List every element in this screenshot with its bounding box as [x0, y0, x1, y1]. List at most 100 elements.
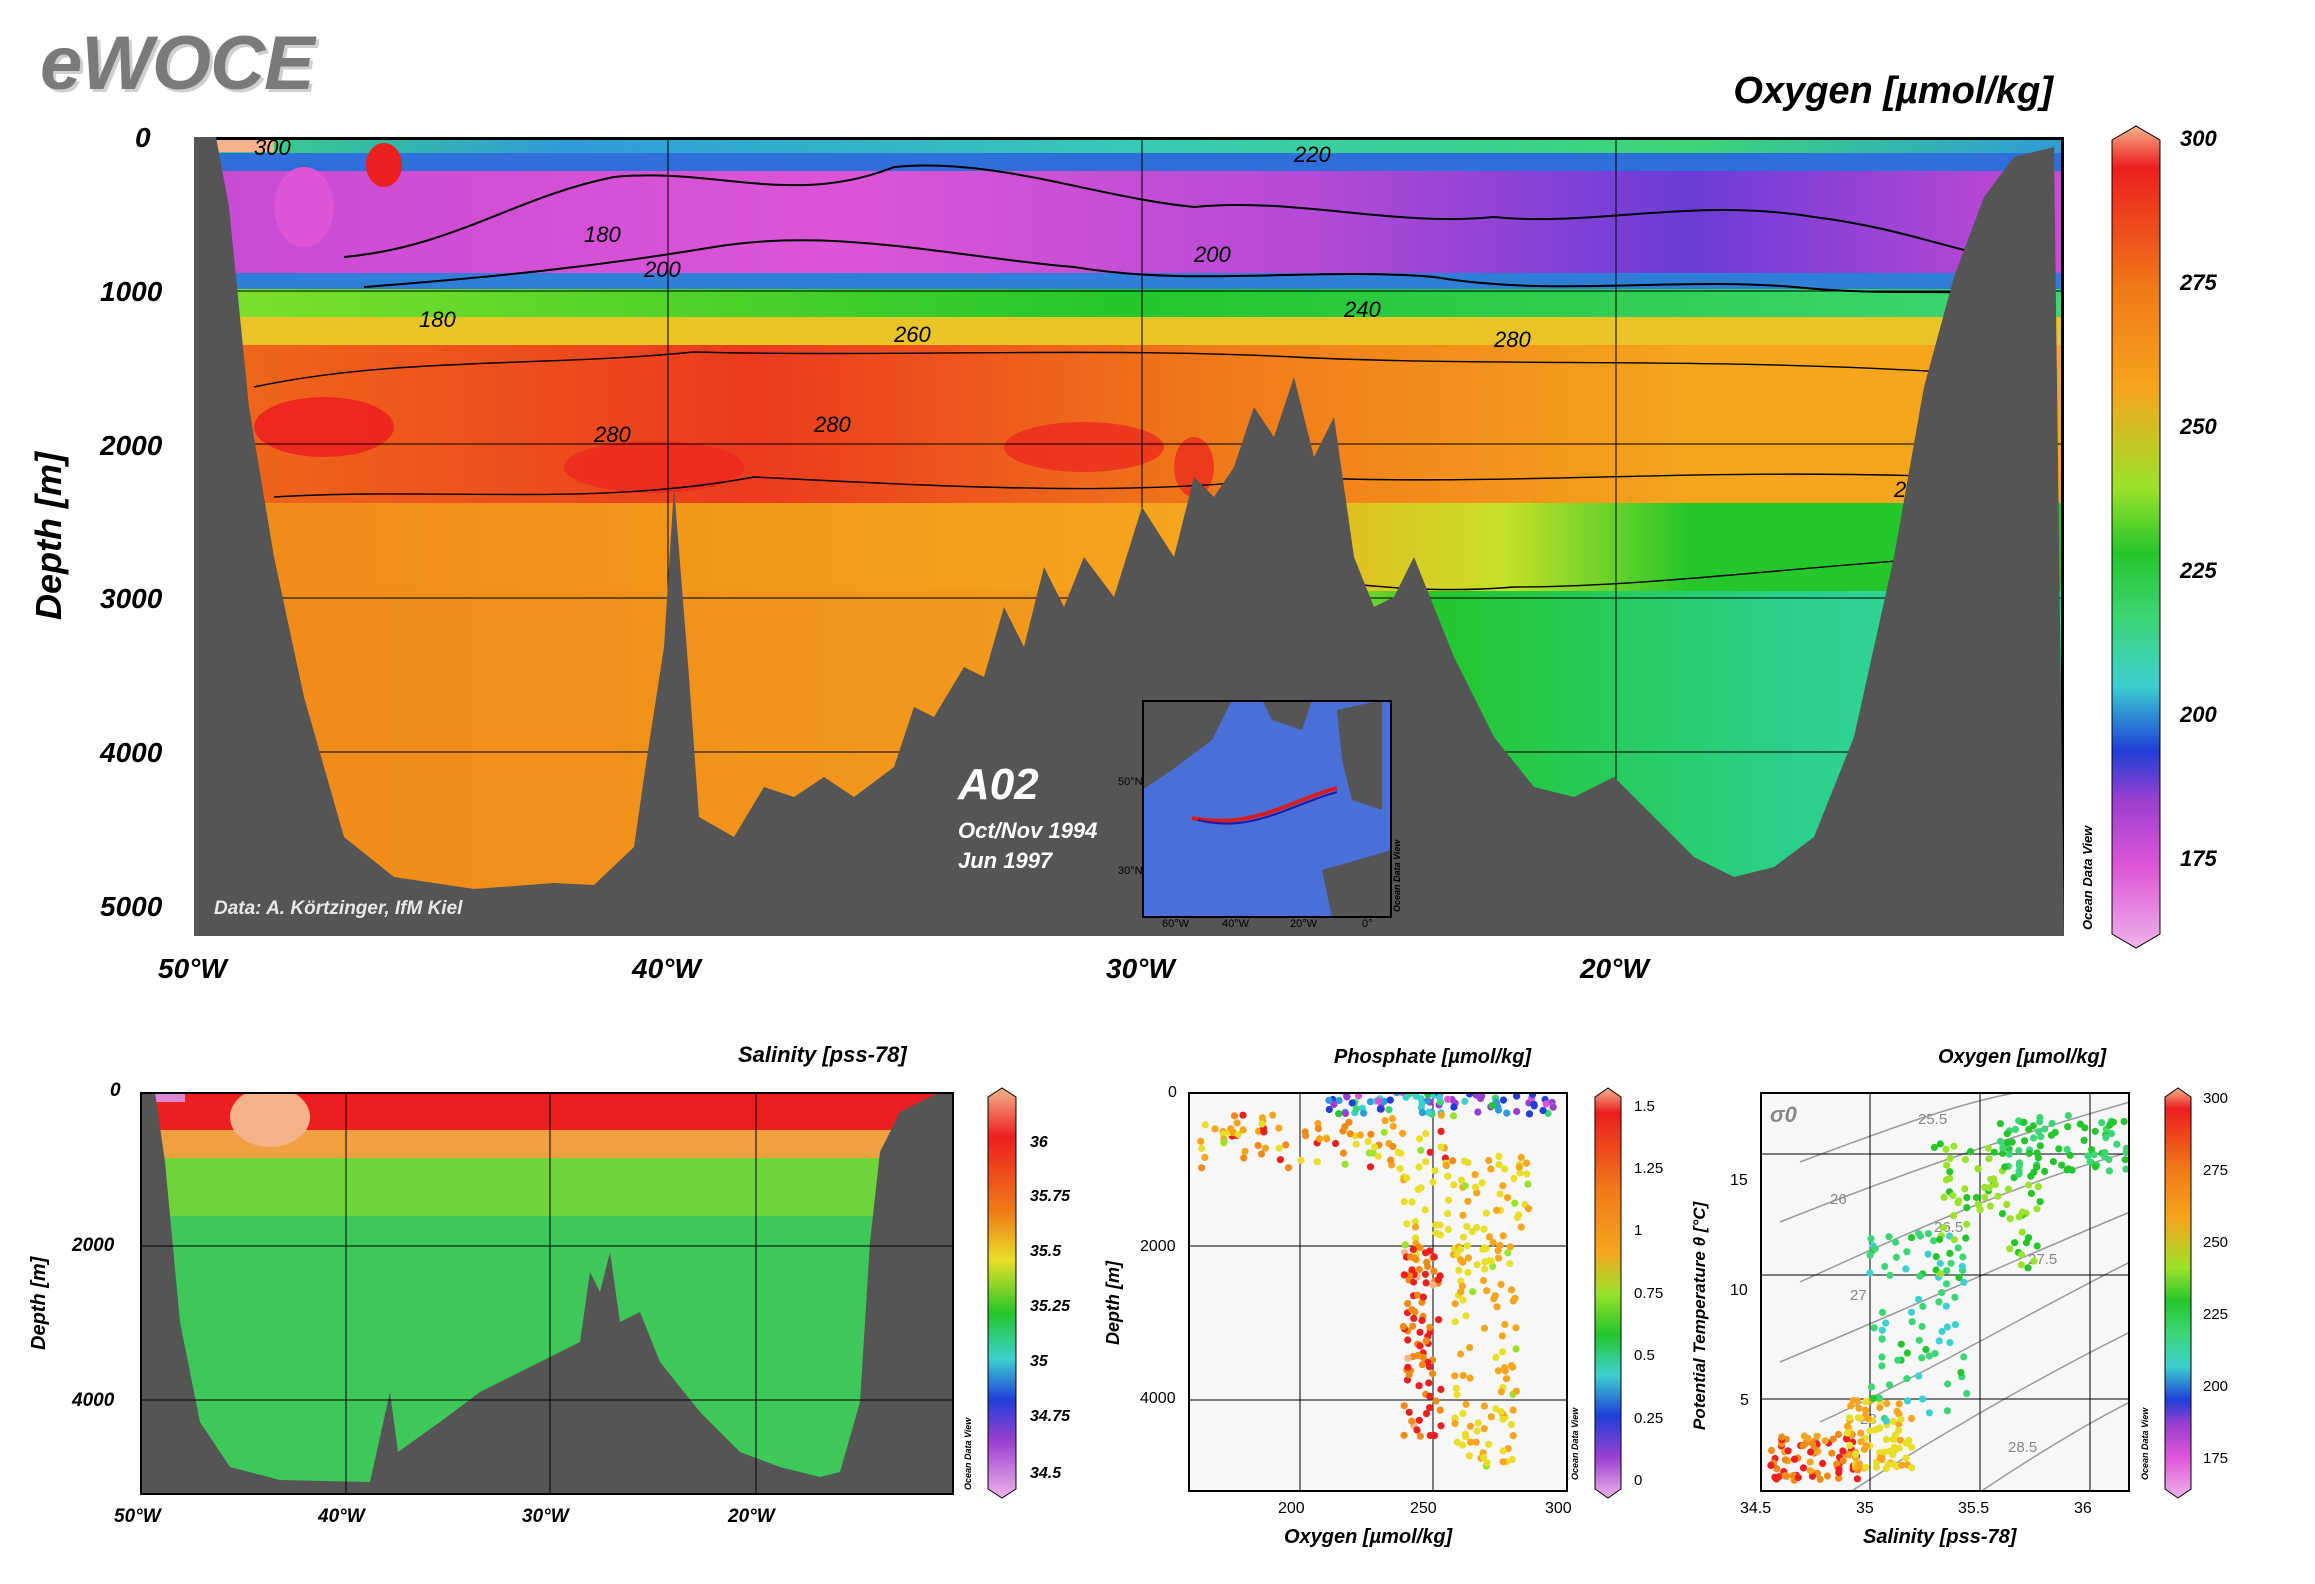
ts-ytick: 15: [1730, 1172, 1748, 1189]
ts-point: [1943, 1323, 1951, 1331]
phosphate-point: [1506, 1243, 1514, 1251]
phosphate-xtick: 300: [1545, 1500, 1572, 1517]
salinity-cbtick: 34.5: [1030, 1465, 1062, 1482]
ts-point: [2041, 1167, 2049, 1175]
phosphate-point: [1489, 1239, 1497, 1247]
ts-point: [1813, 1432, 1821, 1440]
cruise-date: Oct/Nov 1994: [958, 818, 1098, 843]
ts-point: [2047, 1131, 2055, 1139]
ts-point: [2018, 1208, 2027, 1216]
ts-point: [1961, 1156, 1970, 1164]
phosphate-point: [1497, 1388, 1505, 1396]
phosphate-point: [1429, 1178, 1437, 1186]
salinity-cbtick: 35.75: [1030, 1188, 1071, 1205]
ts-point: [2030, 1257, 2038, 1265]
phosphate-point: [1509, 1406, 1517, 1414]
ts-colorbar: [2164, 1087, 2192, 1499]
phosphate-point: [1366, 1163, 1375, 1171]
salinity-ytick: 4000: [72, 1390, 115, 1411]
salinity-ylabel: Depth [m]: [28, 1256, 50, 1350]
section-ytick: 5000: [100, 891, 163, 922]
phosphate-point: [1394, 1148, 1402, 1156]
phosphate-point: [1509, 1297, 1517, 1305]
phosphate-point: [1233, 1119, 1241, 1127]
phosphate-point: [1408, 1417, 1416, 1425]
ts-point: [2015, 1167, 2023, 1175]
inset-map: [1142, 700, 1392, 918]
phosphate-point: [1523, 1170, 1531, 1178]
phosphate-point: [1457, 1288, 1465, 1296]
ts-point: [1864, 1415, 1872, 1423]
ts-point: [1987, 1175, 1995, 1183]
ts-point: [1936, 1270, 1945, 1278]
phosphate-point: [1513, 1213, 1522, 1222]
phosphate-point: [1492, 1353, 1500, 1361]
phosphate-point: [1480, 1425, 1488, 1433]
phosphate-point: [1325, 1096, 1333, 1104]
cruise-date: Jun 1997: [958, 848, 1053, 873]
ts-point: [1950, 1142, 1958, 1150]
ts-point: [1835, 1474, 1843, 1482]
ts-point: [1816, 1475, 1824, 1483]
ts-xtick: 36: [2074, 1500, 2092, 1517]
ts-cbtick: 300: [2203, 1090, 2229, 1107]
phosphate-point: [1524, 1205, 1533, 1213]
ts-point: [2034, 1154, 2042, 1162]
ts-point: [1991, 1180, 1999, 1189]
phosphate-point: [1512, 1387, 1520, 1395]
phosphate-point: [1424, 1262, 1432, 1271]
ts-point: [1972, 1193, 1980, 1202]
phosphate-point: [1389, 1122, 1397, 1130]
ts-point: [1869, 1394, 1877, 1402]
ts-point: [2020, 1118, 2028, 1126]
phosphate-point: [1513, 1107, 1521, 1116]
phosphate-cbtick: 1.25: [1634, 1160, 1664, 1177]
phosphate-point: [1487, 1165, 1495, 1173]
ts-point: [1943, 1161, 1951, 1169]
inset-odv-label: Ocean Data View: [1392, 839, 1402, 912]
phosphate-point: [1473, 1189, 1481, 1197]
ts-point: [2121, 1156, 2129, 1164]
phosphate-point: [1380, 1128, 1388, 1136]
ts-point: [1963, 1204, 1971, 1212]
ts-point: [1943, 1407, 1951, 1415]
ts-point: [1951, 1293, 1959, 1301]
ts-point: [1942, 1145, 1950, 1153]
ts-point: [1996, 1137, 2005, 1145]
ts-point: [1981, 1193, 1989, 1201]
ts-point: [1885, 1233, 1893, 1241]
ts-point: [1924, 1230, 1932, 1238]
phosphate-point: [1498, 1332, 1506, 1340]
phosphate-point: [1474, 1419, 1482, 1427]
ts-point: [1950, 1212, 1958, 1220]
phosphate-point: [1460, 1233, 1468, 1241]
phosphate-point: [1436, 1406, 1444, 1414]
ts-point: [1951, 1321, 1959, 1329]
ts-point: [2033, 1205, 2041, 1213]
phosphate-point: [1387, 1156, 1395, 1164]
phosphate-point: [1432, 1229, 1440, 1237]
ts-point: [2041, 1125, 2049, 1133]
ts-ytick: 5: [1740, 1392, 1749, 1409]
contour-label-280: 280: [813, 412, 851, 437]
phosphate-point: [1479, 1276, 1488, 1285]
phosphate-point: [1461, 1097, 1469, 1105]
salinity-xtick: 20°W: [728, 1506, 775, 1527]
ts-point: [1881, 1262, 1889, 1271]
phosphate-point: [1483, 1287, 1491, 1295]
phosphate-point: [1457, 1176, 1466, 1184]
phosphate-point: [1429, 1370, 1437, 1378]
phosphate-point: [1414, 1291, 1422, 1299]
ts-point: [1961, 1185, 1969, 1193]
phosphate-point: [1352, 1105, 1360, 1113]
phosphate-point: [1451, 1300, 1459, 1308]
phosphate-point: [1426, 1392, 1434, 1400]
salinity-cbtick: 36: [1030, 1134, 1048, 1151]
oxygen-contours: [253, 164, 1995, 591]
phosphate-point: [1400, 1198, 1408, 1206]
ts-point: [2105, 1167, 2113, 1175]
phosphate-point: [1409, 1245, 1417, 1254]
ts-point: [1799, 1442, 1807, 1450]
ts-point: [1942, 1280, 1951, 1288]
ts-point: [1819, 1459, 1827, 1467]
